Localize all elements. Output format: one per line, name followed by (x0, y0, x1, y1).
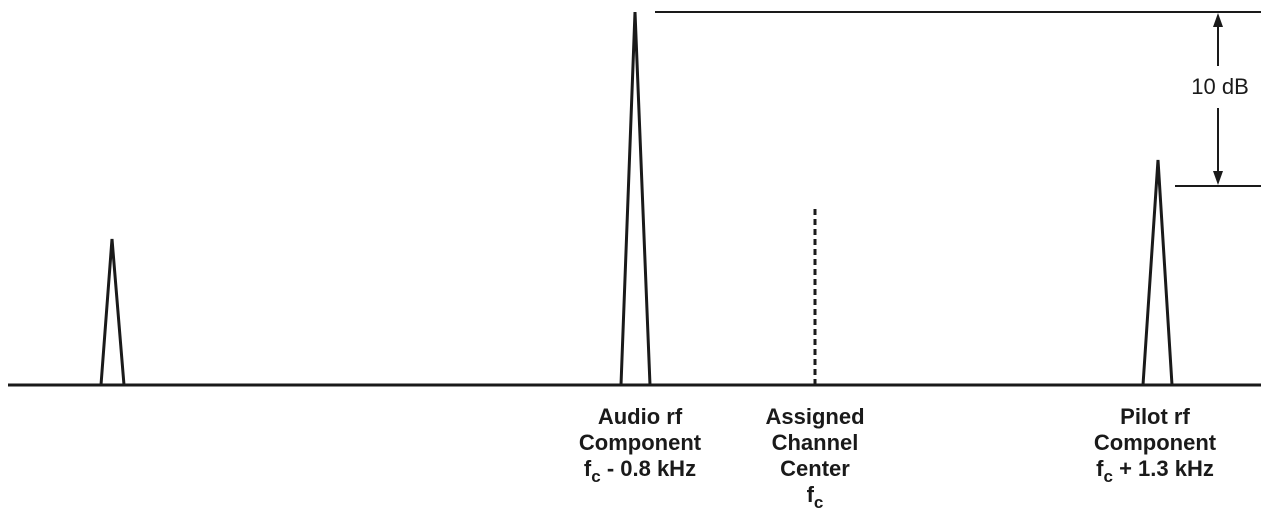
audio-rf-label: Audio rf Component fc - 0.8 kHz (555, 404, 725, 490)
pilot-rf-frequency: fc + 1.3 kHz (1065, 456, 1245, 490)
channel-center-frequency: fc (735, 482, 895, 516)
pilot-freq-suffix: + 1.3 kHz (1112, 456, 1214, 481)
pilot-rf-label: Pilot rf Component fc + 1.3 kHz (1065, 404, 1245, 490)
pilot-freq-prefix: f (1096, 456, 1104, 481)
peak-audio-rf (619, 11, 652, 386)
peak-pilot-rf (1141, 159, 1174, 386)
audio-rf-frequency: fc - 0.8 kHz (555, 456, 725, 490)
channel-center-line1: Assigned (765, 404, 865, 429)
center-freq-prefix: f (806, 482, 814, 507)
audio-freq-sub: c (591, 467, 601, 486)
reference-level-text: 10 dB (1191, 74, 1249, 99)
pilot-rf-line2: Component (1093, 430, 1217, 455)
channel-center-line3: Center (780, 456, 850, 481)
audio-rf-line1: Audio rf (597, 404, 683, 429)
channel-center-label: Assigned Channel Center fc (735, 404, 895, 516)
peak-small-left (99, 238, 126, 386)
reference-level-label: 10 dB (1168, 74, 1261, 100)
center-freq-sub: c (813, 493, 824, 512)
dimension-arrowhead-up (1213, 13, 1223, 27)
audio-freq-prefix: f (583, 456, 592, 481)
pilot-freq-sub: c (1103, 467, 1113, 486)
audio-freq-suffix: - 0.8 kHz (600, 456, 697, 481)
audio-rf-line2: Component (578, 430, 702, 455)
dimension-arrowhead-down (1213, 171, 1223, 185)
pilot-rf-line1: Pilot rf (1120, 404, 1190, 429)
channel-center-line2: Channel (771, 430, 859, 455)
